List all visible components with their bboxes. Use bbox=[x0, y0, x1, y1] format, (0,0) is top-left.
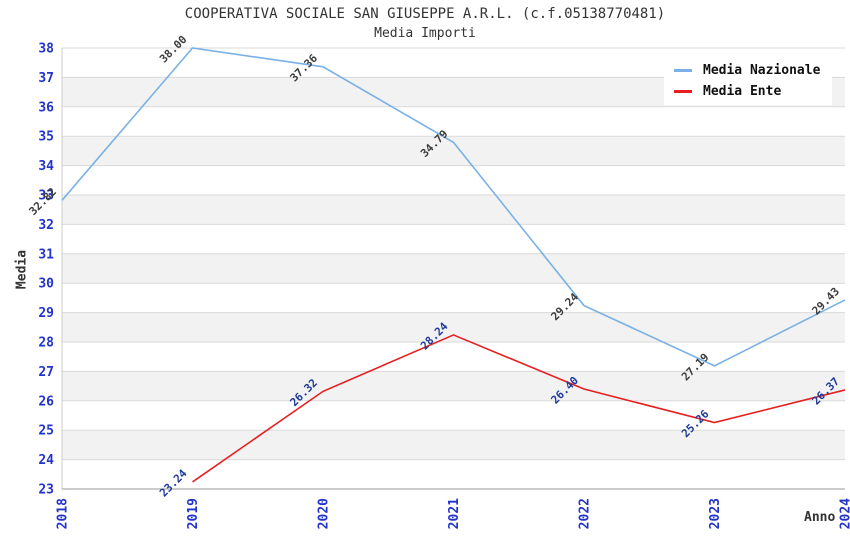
plot-band bbox=[62, 165, 845, 195]
x-tick-label: 2020 bbox=[317, 498, 332, 529]
plot-band bbox=[62, 253, 845, 284]
y-tick-label: 28 bbox=[38, 336, 54, 351]
plot-band bbox=[62, 400, 845, 431]
y-tick-label: 36 bbox=[38, 100, 54, 115]
x-tick-label: 2018 bbox=[56, 498, 71, 529]
plot-band bbox=[62, 136, 845, 166]
y-tick-label: 33 bbox=[38, 189, 54, 204]
x-tick-label: 2019 bbox=[186, 498, 201, 529]
plot-band bbox=[62, 312, 845, 342]
y-tick-label: 31 bbox=[38, 247, 54, 262]
x-tick-label: 2023 bbox=[708, 498, 723, 529]
y-tick-label: 32 bbox=[38, 218, 54, 233]
plot-band bbox=[62, 195, 845, 225]
y-tick-label: 34 bbox=[38, 159, 54, 174]
plot-band bbox=[62, 224, 845, 254]
plot-band bbox=[62, 430, 845, 460]
y-tick-label: 23 bbox=[38, 483, 54, 498]
x-axis-title: Anno bbox=[804, 510, 836, 525]
plot-band bbox=[62, 342, 845, 372]
x-tick-label: 2022 bbox=[578, 498, 593, 529]
x-tick-label: 2024 bbox=[839, 498, 850, 529]
x-tick-label: 2021 bbox=[447, 498, 462, 529]
y-tick-label: 30 bbox=[38, 277, 54, 292]
y-tick-label: 29 bbox=[38, 306, 54, 321]
y-axis-title: Media bbox=[14, 249, 30, 290]
plot-band bbox=[62, 106, 845, 137]
legend-label: Media Nazionale bbox=[703, 63, 821, 78]
chart-subtitle: Media Importi bbox=[374, 26, 476, 41]
y-tick-label: 24 bbox=[38, 453, 54, 468]
plot-band bbox=[62, 283, 845, 313]
y-tick-label: 37 bbox=[38, 71, 54, 86]
y-tick-label: 26 bbox=[38, 394, 54, 409]
plot-band bbox=[62, 371, 845, 401]
legend-swatch-blue-line-icon bbox=[674, 69, 692, 72]
legend-label: Media Ente bbox=[703, 84, 782, 99]
series-line-1 bbox=[192, 334, 846, 483]
legend: Media Nazionale Media Ente bbox=[664, 57, 833, 105]
y-tick-label: 27 bbox=[38, 365, 54, 380]
y-tick-label: 25 bbox=[38, 424, 54, 439]
y-tick-label: 35 bbox=[38, 130, 54, 145]
legend-item-media-nazionale: Media Nazionale bbox=[674, 63, 820, 78]
legend-swatch-red-line-icon bbox=[674, 90, 692, 93]
legend-item-media-ente: Media Ente bbox=[674, 84, 820, 99]
plot-band bbox=[62, 459, 845, 489]
chart-title: COOPERATIVA SOCIALE SAN GIUSEPPE A.R.L. … bbox=[184, 6, 666, 22]
series-line-0 bbox=[61, 47, 846, 367]
y-tick-label: 38 bbox=[38, 42, 54, 57]
